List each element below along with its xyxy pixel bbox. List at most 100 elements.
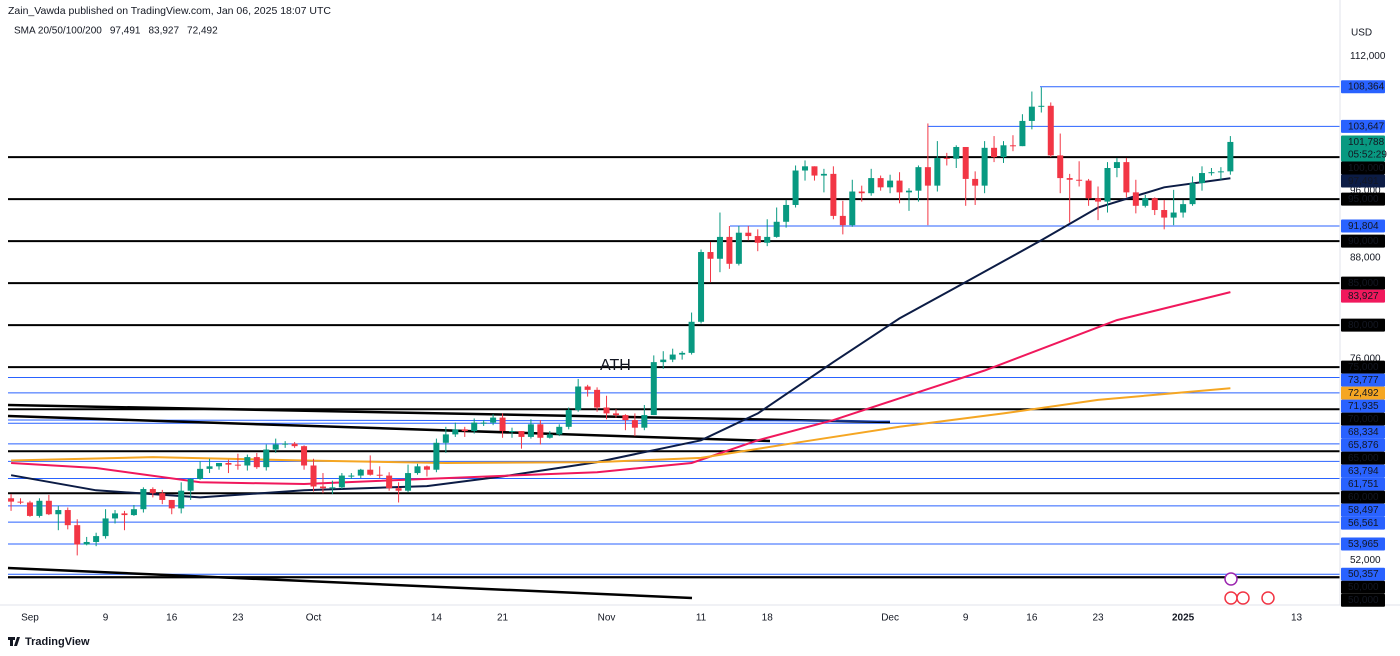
- candle-body: [367, 469, 374, 475]
- candle-body: [811, 166, 818, 176]
- level-label: 95,000: [1348, 194, 1379, 205]
- level-label: 56,561: [1348, 518, 1379, 529]
- candle-body: [1047, 105, 1054, 156]
- sma-line: [10, 177, 1231, 499]
- level-label: 80,000: [1348, 320, 1379, 331]
- sma-label-box: [1341, 289, 1385, 303]
- candle-body: [338, 475, 345, 488]
- level-label-box: [1341, 477, 1385, 491]
- event-icons: [1224, 572, 1275, 605]
- x-tick-label: 23: [232, 613, 244, 624]
- candle-body: [1123, 162, 1130, 193]
- level-label-box: [1341, 464, 1385, 478]
- candle-body: [386, 475, 393, 489]
- candle-body: [527, 424, 534, 437]
- level-label: 85,000: [1348, 278, 1379, 289]
- x-tick-label: Dec: [881, 613, 899, 624]
- candle-body: [641, 415, 648, 428]
- x-tick-label: 9: [963, 613, 969, 624]
- sma-layer: [10, 177, 1231, 499]
- candle-body: [253, 457, 260, 468]
- x-tick-label: 16: [1026, 613, 1038, 624]
- candle-body: [301, 446, 308, 466]
- legend-value: 83,927: [148, 26, 179, 37]
- candle-body: [499, 417, 506, 432]
- candle-body: [764, 236, 771, 243]
- level-label-box: [1341, 276, 1385, 290]
- level-label: 71,935: [1348, 401, 1379, 412]
- candle-body: [36, 500, 43, 516]
- level-label: 103,647: [1348, 121, 1385, 132]
- level-label-box: [1341, 567, 1385, 581]
- candle-body: [1019, 120, 1026, 147]
- level-label: 63,794: [1348, 466, 1379, 477]
- candle-body: [452, 429, 459, 435]
- level-label-box: [1341, 516, 1385, 530]
- y-tick-label: 76,000: [1350, 353, 1381, 364]
- axis-layer: 52,000 76,000 88,000 96,000 112,000 Sep 9 16 23 O…: [21, 51, 1386, 624]
- candle-body: [1009, 145, 1016, 147]
- x-tick-label: 18: [762, 613, 774, 624]
- candle-body: [622, 415, 629, 421]
- candle-body: [45, 500, 52, 515]
- candle-body: [905, 190, 912, 193]
- candle-body: [55, 510, 62, 515]
- candle-body: [934, 157, 941, 186]
- candle-body: [1189, 183, 1196, 205]
- trendline: [7, 566, 693, 600]
- price-countdown: 05:52:29: [1348, 150, 1387, 161]
- trendlines: [7, 403, 891, 600]
- level-label: 50,000: [1348, 595, 1379, 606]
- candle-body: [962, 146, 969, 179]
- candle-body: [1085, 180, 1092, 199]
- sma-label-box: [1341, 174, 1385, 188]
- level-label-box: [1341, 412, 1385, 426]
- x-tick-label: 2025: [1172, 613, 1195, 624]
- candle-body: [1076, 179, 1083, 181]
- candle-body: [74, 525, 81, 545]
- candle-body: [149, 489, 156, 494]
- x-tick-label: 13: [1291, 613, 1303, 624]
- candle-body: [405, 473, 412, 491]
- event-icon: [1224, 572, 1238, 586]
- candle-body: [1180, 204, 1187, 213]
- level-label-box: [1341, 318, 1385, 332]
- legend-value: 97,491: [110, 26, 141, 37]
- candle-body: [669, 354, 676, 360]
- candle-body: [953, 146, 960, 159]
- candle-body: [887, 180, 894, 188]
- level-label-box: [1341, 438, 1385, 452]
- candle-body: [792, 170, 799, 205]
- candle-body: [490, 417, 497, 423]
- candle-body: [319, 486, 326, 489]
- candle-body: [1217, 171, 1224, 173]
- candle-body: [991, 147, 998, 158]
- candle-body: [556, 426, 563, 435]
- candle-body: [263, 449, 270, 468]
- candle-body: [924, 167, 931, 186]
- x-tick-label: 16: [166, 613, 178, 624]
- sma-line: [11, 291, 1231, 486]
- candle-body: [688, 321, 695, 353]
- candle-body: [915, 167, 922, 191]
- level-label: 108,364: [1348, 82, 1385, 93]
- candle-body: [726, 236, 733, 264]
- candle-body: [168, 499, 175, 509]
- candle-body: [1000, 145, 1007, 158]
- level-label-box: [1341, 161, 1385, 175]
- x-tick-label: Sep: [21, 613, 39, 624]
- candle-body: [518, 431, 525, 437]
- level-label-box: [1341, 537, 1385, 551]
- trendline: [7, 414, 771, 443]
- y-tick-label: 52,000: [1350, 555, 1381, 566]
- candle-body: [64, 510, 71, 526]
- level-label: 65,876: [1348, 440, 1379, 451]
- level-label-box: [1341, 234, 1385, 248]
- level-label: 60,000: [1348, 492, 1379, 503]
- candle-body: [357, 469, 364, 476]
- candle-body: [868, 178, 875, 194]
- candle-body: [981, 147, 988, 186]
- y-tick-label: 112,000: [1350, 51, 1386, 62]
- candle-body: [679, 352, 686, 355]
- candle-body: [802, 166, 809, 171]
